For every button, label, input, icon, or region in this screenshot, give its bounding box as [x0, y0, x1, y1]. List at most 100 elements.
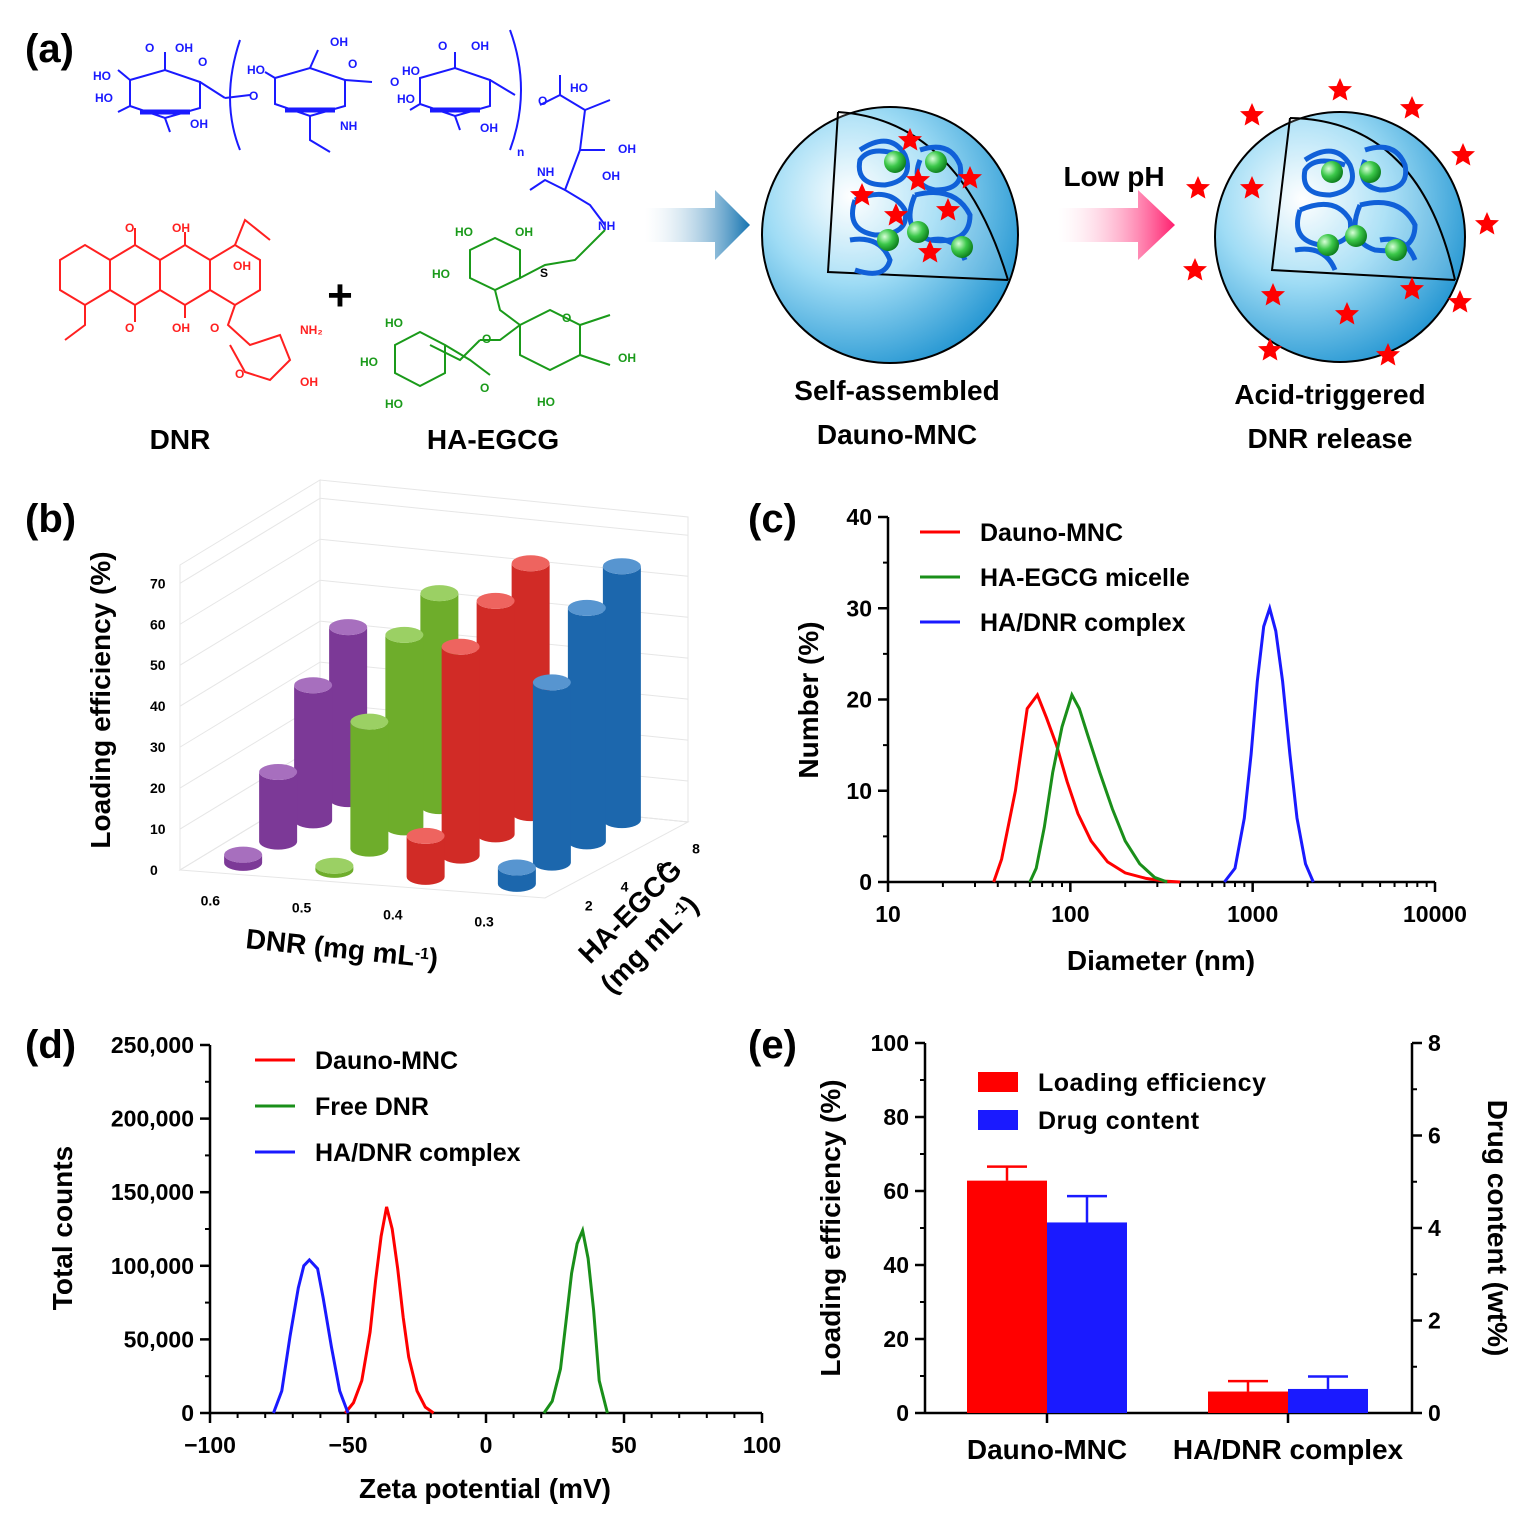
svg-text:O: O: [480, 381, 489, 395]
chart-e-bar: [1208, 1391, 1288, 1413]
svg-text:OH: OH: [190, 117, 208, 131]
svg-text:O: O: [125, 221, 134, 235]
svg-text:O: O: [562, 311, 571, 325]
chart-b-bar-body: [224, 854, 263, 871]
svg-text:O: O: [125, 321, 134, 335]
chart-b-bar-top: [602, 558, 641, 575]
svg-text:n: n: [517, 145, 524, 159]
chart-d-series-line: [344, 1206, 435, 1415]
chart-b-bar-body: [441, 646, 480, 864]
chart-b-bar-top: [532, 674, 571, 691]
chart-b-gridline-back: [319, 497, 689, 536]
assembly-arrow: [645, 190, 750, 260]
svg-text:HO: HO: [247, 63, 265, 77]
chart-d-series-line: [542, 1225, 609, 1414]
chart-b-ytick: 40: [150, 698, 166, 714]
chart-b-gridline-side: [179, 661, 321, 748]
svg-text:HO: HO: [402, 64, 420, 78]
svg-text:NH: NH: [598, 219, 615, 233]
chart-c-xtick-label: 10: [875, 901, 901, 927]
chart-d-ytick-label: 150,000: [111, 1179, 194, 1205]
svg-text:OH: OH: [618, 142, 636, 156]
chart-c-legend-label: HA-EGCG micelle: [980, 564, 1190, 592]
chart-b-ztick: 2: [585, 898, 593, 914]
chart-c-xlabel: Diameter (nm): [1067, 945, 1255, 976]
svg-text:OH: OH: [233, 259, 251, 273]
svg-text:O: O: [438, 39, 447, 53]
chart-c-legend-label: Dauno-MNC: [980, 519, 1123, 547]
svg-text:HO: HO: [385, 397, 403, 411]
svg-text:O: O: [210, 321, 219, 335]
svg-text:O: O: [235, 367, 244, 381]
svg-text:OH: OH: [300, 375, 318, 389]
low-ph-label: Low pH: [1063, 161, 1164, 192]
ha-atom-labels: HO HO O OH OH O O HO OH NH O O HO HO O O…: [93, 35, 636, 233]
chart-b-xtick: 0.5: [292, 900, 312, 916]
chart-b-xtick: 0.4: [383, 907, 403, 923]
panel-b: (b) 0 10 20 30 40 50 60 70 0.6 0.5 0.4 0.3 2 4 6 8 Load…: [25, 479, 704, 999]
chart-b-bar-body: [259, 771, 298, 850]
chart-e-ytick-label: 40: [883, 1252, 909, 1278]
svg-text:NH: NH: [537, 165, 554, 179]
chart-e-bar: [1047, 1222, 1127, 1413]
chart-d-xlabel: Zeta potential (mV): [359, 1473, 611, 1504]
svg-text:OH: OH: [480, 121, 498, 135]
chart-b-bar-body: [532, 682, 571, 871]
svg-text:OH: OH: [471, 39, 489, 53]
chart-b-ztick: 6: [656, 860, 664, 876]
chart-b-xlabel: DNR (mg mL-1): [244, 923, 439, 974]
svg-text:HO: HO: [432, 267, 450, 281]
svg-text:S: S: [540, 266, 548, 280]
chart-c-ytick-label: 10: [846, 778, 872, 804]
chart-e-ytick-label: 0: [896, 1400, 909, 1426]
svg-text:O: O: [482, 332, 491, 346]
chart-d-legend-label: Free DNR: [315, 1093, 429, 1121]
chart-b-xlabel-main: DNR (mg mL: [244, 923, 416, 972]
svg-text:HO: HO: [570, 81, 588, 95]
svg-text:HO: HO: [95, 91, 113, 105]
chart-b-bar-top: [420, 585, 459, 602]
chart-b-bar-top: [259, 763, 298, 780]
chart-c-xtick-label: 100: [1051, 901, 1089, 927]
plus-sign: +: [327, 271, 353, 320]
dnr-atom-labels: O O OH OH OH O NH₂ OH O: [125, 221, 323, 389]
chart-b-bar-top: [385, 626, 424, 643]
chart-b-ylabel: Loading efficiency (%): [85, 551, 116, 848]
svg-text:O: O: [145, 41, 154, 55]
chart-c-ytick-label: 40: [846, 504, 872, 530]
nanocomplex-line2: Dauno-MNC: [817, 419, 977, 450]
chart-b-bar-top: [567, 599, 606, 616]
panel-e: (e) 0 20 40 60 80 100 0 2 4 6 8 Dauno-MNC HA/DNR com…: [748, 1023, 1513, 1465]
svg-text:O: O: [249, 89, 258, 103]
chart-e-bar: [967, 1180, 1047, 1413]
svg-text:HO: HO: [397, 92, 415, 106]
chart-b-bar-body: [315, 865, 354, 878]
chart-b-bar-body: [385, 634, 424, 836]
chart-c-xtick-label: 10000: [1403, 901, 1467, 927]
svg-text:OH: OH: [172, 321, 190, 335]
svg-text:O: O: [198, 55, 207, 69]
chart-c-ytick-label: 0: [859, 869, 872, 895]
chart-c-ytick-label: 20: [846, 687, 872, 713]
svg-text:NH: NH: [340, 119, 357, 133]
chart-c-series-line: [1223, 603, 1315, 883]
chart-b-bar-body: [406, 835, 445, 885]
chart-c-ylabel: Number (%): [793, 621, 824, 778]
chart-e-ytick-label: 80: [883, 1104, 909, 1130]
chart-e-legend-swatch: [978, 1110, 1018, 1130]
chart-b-bar-body: [497, 867, 536, 892]
release-line1: Acid-triggered: [1234, 379, 1425, 410]
chart-b-bar-body: [476, 600, 515, 843]
low-ph-arrow: [1058, 190, 1175, 260]
chart-b-ztick: 4: [621, 879, 629, 895]
chart-e-y2tick-label: 4: [1428, 1215, 1441, 1241]
chart-b-xtick: 0.3: [474, 914, 494, 930]
chart-b-xlabel-close: ): [427, 942, 440, 974]
svg-text:HO: HO: [455, 225, 473, 239]
chart-e-legend-label: Drug content: [1038, 1107, 1200, 1135]
chart-b-bar-top: [329, 619, 368, 636]
chart-c-series-line: [1028, 691, 1168, 884]
chart-d-series-line: [272, 1257, 350, 1414]
chart-b-bar-body: [567, 607, 606, 850]
